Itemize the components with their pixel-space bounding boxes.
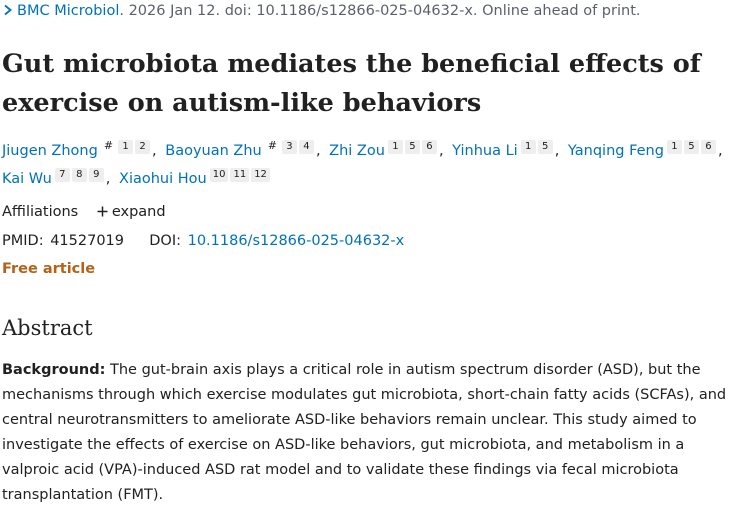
author: Xiaohui Hou 10 11 12 (119, 168, 272, 187)
affiliations-label: Affiliations (2, 204, 79, 220)
author-separator: , (152, 143, 157, 159)
pmid-label: PMID: (2, 233, 44, 249)
affiliation-ref-link[interactable]: 1 (387, 140, 403, 154)
author: Yinhua Li 1 5, (452, 140, 563, 159)
doi-label: DOI: (149, 233, 181, 249)
author-name-link[interactable]: Kai Wu (2, 171, 52, 187)
author-affiliation-refs: 10 11 12 (209, 168, 272, 182)
background-text: The gut-brain axis plays a critical role… (2, 362, 727, 503)
author-separator: , (105, 171, 111, 187)
article-title: Gut microbiota mediates the beneficial e… (2, 49, 701, 118)
citation-details: 2026 Jan 12. doi: 10.1186/s12866-025-046… (128, 3, 641, 19)
author: Jiugen Zhong #1 2, (2, 139, 161, 159)
abstract-background: Background: The gut-brain axis plays a c… (2, 358, 746, 508)
author: Yanqing Feng 1 5 6, (567, 140, 727, 159)
author-separator: , (717, 143, 723, 159)
expand-label[interactable]: expand (111, 204, 166, 220)
affiliation-ref-link[interactable]: 9 (88, 168, 104, 182)
abstract-heading: Abstract (2, 316, 93, 340)
author-affiliation-refs: #3 4 (265, 139, 316, 154)
author: Kai Wu 7 8 9, (2, 168, 114, 187)
authors-list: Jiugen Zhong #1 2, Baoyuan Zhu #3 4, Zhi Zou… (2, 138, 747, 194)
affiliation-ref-link[interactable]: 7 (54, 168, 70, 182)
author-name-link[interactable]: Baoyuan Zhu (165, 143, 262, 159)
equal-contribution-mark[interactable]: # (267, 139, 277, 152)
background-label: Background: (2, 362, 106, 378)
affiliation-ref-link[interactable]: 5 (404, 140, 420, 154)
affiliation-ref-link[interactable]: 10 (209, 168, 229, 182)
affiliation-ref-link[interactable]: 1 (666, 140, 682, 154)
author-name-link[interactable]: Yanqing Feng (567, 143, 664, 159)
author: Zhi Zou 1 5 6, (329, 140, 447, 159)
author-name-link[interactable]: Jiugen Zhong (2, 143, 98, 159)
affiliation-ref-link[interactable]: 12 (251, 168, 270, 182)
citation-line: BMC Microbiol. 2026 Jan 12. doi: 10.1186… (2, 3, 640, 19)
author-name-link[interactable]: Zhi Zou (329, 143, 385, 159)
pmid-value: 41527019 (50, 233, 125, 249)
affiliation-ref-link[interactable]: 6 (421, 140, 437, 154)
journal-name[interactable]: BMC Microbiol. (17, 3, 124, 19)
affiliation-ref-link[interactable]: 5 (683, 140, 699, 154)
affiliation-ref-link[interactable]: 8 (71, 168, 87, 182)
affiliation-ref-link[interactable]: 5 (537, 140, 553, 154)
chevron-right-icon (4, 4, 12, 16)
affiliations-expand-toggle[interactable]: expand (83, 204, 166, 220)
identifiers-row: PMID: 41527019 DOI: 10.1186/s12866-025-0… (2, 233, 404, 249)
journal-link[interactable]: BMC Microbiol. (2, 3, 129, 19)
doi-link[interactable]: 10.1186/s12866-025-04632-x (187, 233, 405, 249)
affiliation-ref-link[interactable]: 6 (700, 140, 716, 154)
author-separator: , (554, 143, 560, 159)
equal-contribution-mark[interactable]: # (103, 139, 114, 152)
plus-icon (97, 206, 108, 217)
author-name-link[interactable]: Xiaohui Hou (119, 171, 207, 187)
author-affiliation-refs: #1 2 (101, 139, 152, 154)
author-name-link[interactable]: Yinhua Li (452, 143, 518, 159)
author: Baoyuan Zhu #3 4, (165, 139, 324, 159)
free-article-badge: Free article (2, 261, 96, 277)
affiliation-ref-link[interactable]: 4 (298, 140, 314, 154)
affiliation-ref-link[interactable]: 1 (118, 140, 134, 154)
affiliation-ref-link[interactable]: 1 (520, 140, 536, 154)
affiliations-row: Affiliations expand (2, 204, 166, 220)
affiliation-ref-link[interactable]: 11 (230, 168, 250, 182)
author-separator: , (315, 143, 321, 159)
affiliation-ref-link[interactable]: 3 (281, 140, 297, 154)
author-separator: , (438, 143, 444, 159)
affiliation-ref-link[interactable]: 2 (135, 140, 151, 154)
